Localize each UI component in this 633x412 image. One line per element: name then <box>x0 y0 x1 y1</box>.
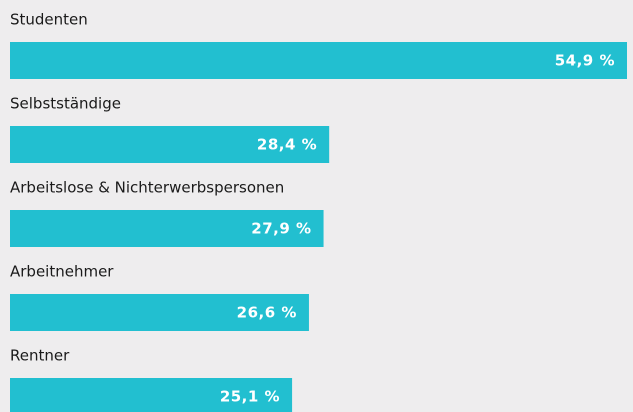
value-label: 27,9 % <box>251 220 311 238</box>
category-label: Rentner <box>10 347 70 365</box>
category-label: Studenten <box>10 11 88 29</box>
bar <box>10 210 324 247</box>
value-label: 28,4 % <box>257 136 317 154</box>
value-label: 54,9 % <box>555 52 615 70</box>
bar <box>10 126 330 163</box>
bar <box>10 294 309 331</box>
bar <box>10 378 293 412</box>
category-label: Selbstständige <box>10 95 121 113</box>
value-label: 26,6 % <box>237 304 297 322</box>
category-label: Arbeitnehmer <box>10 263 114 281</box>
value-label: 25,1 % <box>220 388 280 406</box>
bar <box>10 42 627 79</box>
category-label: Arbeitslose & Nichterwerbspersonen <box>10 179 284 197</box>
